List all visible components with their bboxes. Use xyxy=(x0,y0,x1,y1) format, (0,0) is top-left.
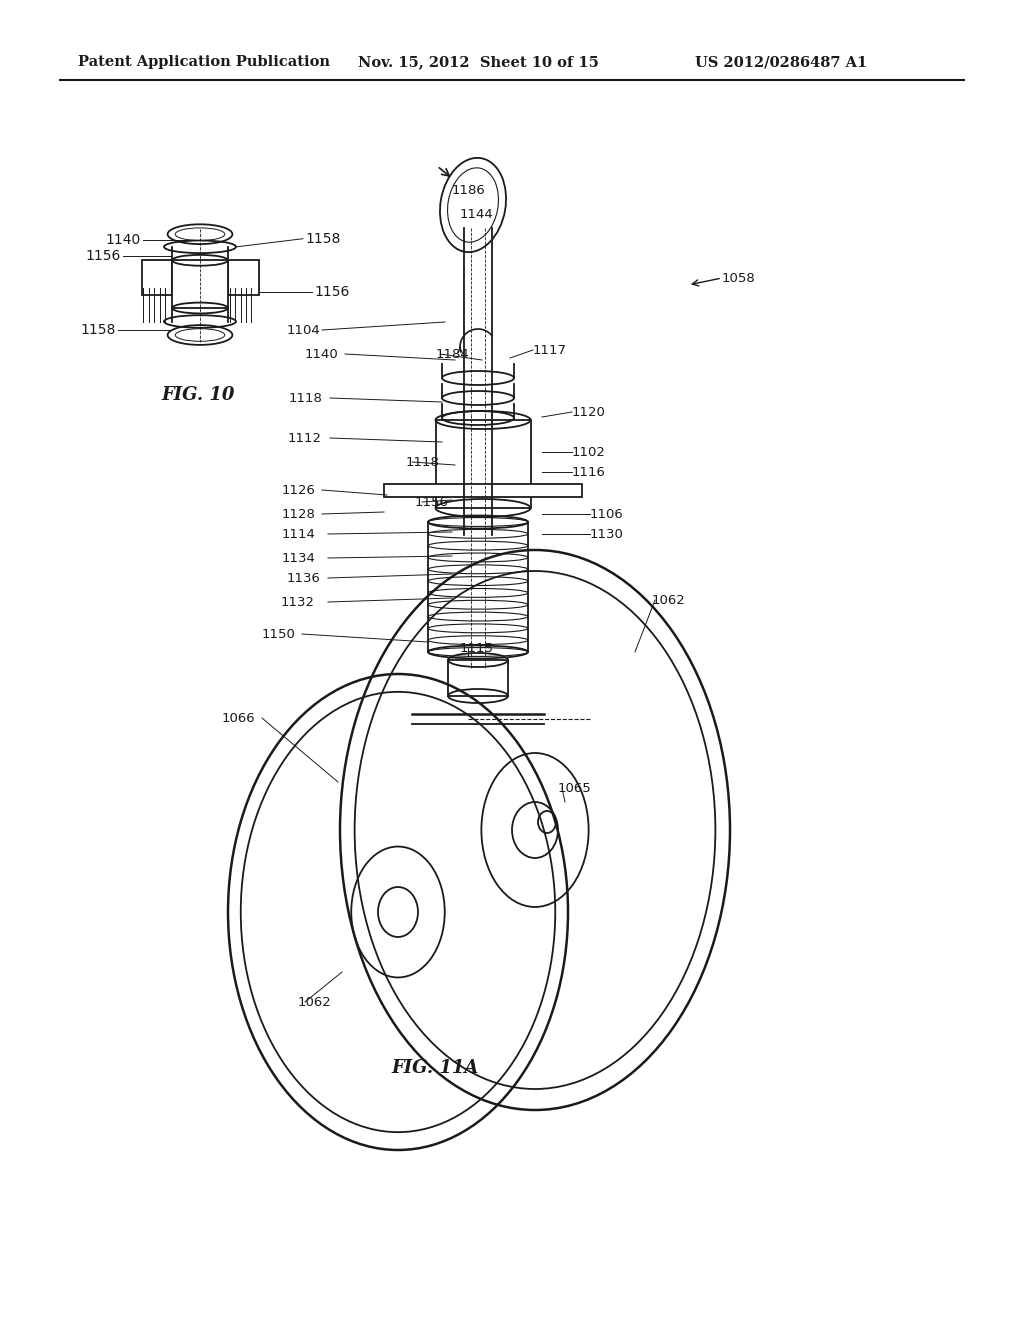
Text: 1126: 1126 xyxy=(282,483,315,496)
Text: 1140: 1140 xyxy=(304,347,338,360)
Text: 1102: 1102 xyxy=(572,446,606,458)
Text: 1184: 1184 xyxy=(436,347,470,360)
Text: Patent Application Publication: Patent Application Publication xyxy=(78,55,330,69)
Text: 1132: 1132 xyxy=(281,595,315,609)
Text: 1120: 1120 xyxy=(572,405,606,418)
Text: 1066: 1066 xyxy=(221,711,255,725)
Text: 1058: 1058 xyxy=(722,272,756,285)
Text: 1062: 1062 xyxy=(298,995,332,1008)
Text: 1130: 1130 xyxy=(590,528,624,540)
Text: 1134: 1134 xyxy=(282,552,315,565)
Text: 1156: 1156 xyxy=(415,495,449,508)
Text: 1114: 1114 xyxy=(282,528,315,540)
Text: 1140: 1140 xyxy=(105,232,141,247)
Text: 1118: 1118 xyxy=(288,392,322,404)
Text: 1116: 1116 xyxy=(572,466,606,479)
Text: 1128: 1128 xyxy=(282,507,315,520)
Text: 1104: 1104 xyxy=(287,323,319,337)
Text: 1156: 1156 xyxy=(86,248,121,263)
Text: FIG. 10: FIG. 10 xyxy=(162,385,234,404)
Text: 1158: 1158 xyxy=(81,322,116,337)
Text: 1186: 1186 xyxy=(452,183,485,197)
Text: 1115: 1115 xyxy=(460,642,494,655)
Text: Nov. 15, 2012  Sheet 10 of 15: Nov. 15, 2012 Sheet 10 of 15 xyxy=(358,55,599,69)
Text: 1150: 1150 xyxy=(261,627,295,640)
Text: 1117: 1117 xyxy=(534,343,567,356)
Bar xyxy=(228,260,258,294)
Bar xyxy=(172,260,228,308)
Text: 1065: 1065 xyxy=(558,781,592,795)
Text: 1144: 1144 xyxy=(460,209,494,222)
Bar xyxy=(449,660,508,696)
Text: 1112: 1112 xyxy=(288,432,322,445)
Text: 1156: 1156 xyxy=(314,285,349,298)
Text: US 2012/0286487 A1: US 2012/0286487 A1 xyxy=(695,55,867,69)
Bar xyxy=(435,420,530,508)
Text: 1158: 1158 xyxy=(305,232,340,246)
Bar xyxy=(141,260,172,294)
Text: FIG. 11A: FIG. 11A xyxy=(391,1059,478,1077)
Text: 1136: 1136 xyxy=(286,572,319,585)
Text: 1062: 1062 xyxy=(652,594,686,606)
Text: 1106: 1106 xyxy=(590,507,624,520)
Text: 1118: 1118 xyxy=(406,455,440,469)
Bar xyxy=(384,484,582,498)
